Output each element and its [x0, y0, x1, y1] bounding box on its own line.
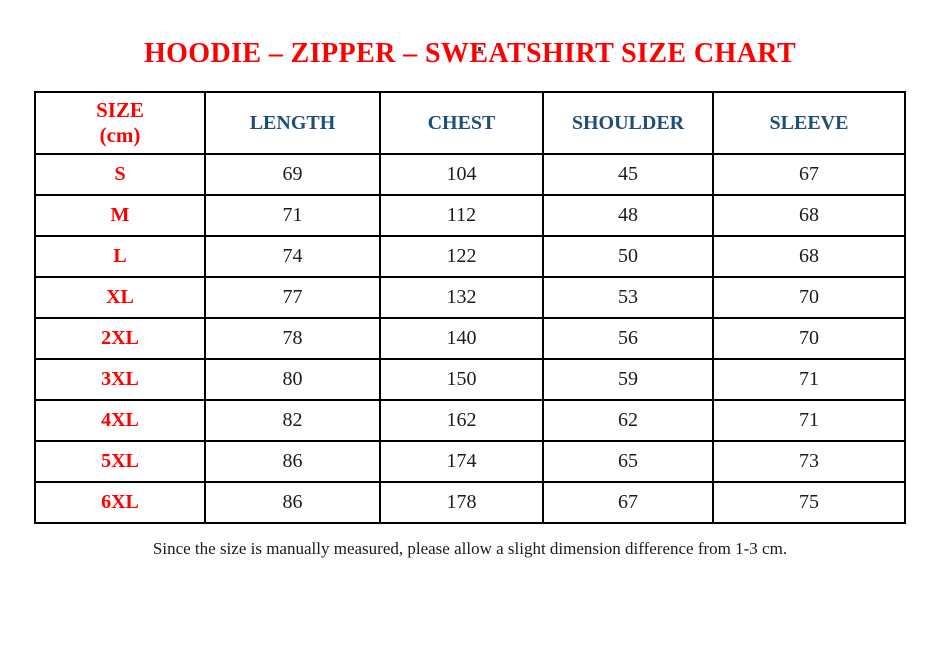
length-cell: 69 [204, 153, 381, 196]
table-row: 2XL 78 140 56 70 [34, 317, 906, 360]
shoulder-cell: 45 [542, 153, 714, 196]
top-dot-mark [478, 47, 481, 51]
shoulder-cell: 53 [542, 276, 714, 319]
shoulder-cell: 48 [542, 194, 714, 237]
table-row: 5XL 86 174 65 73 [34, 440, 906, 483]
length-cell: 82 [204, 399, 381, 442]
table-row: 3XL 80 150 59 71 [34, 358, 906, 401]
shoulder-cell: 67 [542, 481, 714, 524]
size-header-line1: SIZE [96, 98, 144, 123]
shoulder-cell: 59 [542, 358, 714, 401]
sleeve-cell: 70 [712, 276, 906, 319]
length-cell: 78 [204, 317, 381, 360]
chest-cell: 162 [379, 399, 544, 442]
header-cell-length: LENGTH [204, 91, 381, 155]
sleeve-cell: 70 [712, 317, 906, 360]
length-cell: 86 [204, 440, 381, 483]
length-cell: 77 [204, 276, 381, 319]
size-cell: 3XL [34, 358, 206, 401]
sleeve-cell: 71 [712, 358, 906, 401]
chest-cell: 150 [379, 358, 544, 401]
shoulder-cell: 56 [542, 317, 714, 360]
table-row: XL 77 132 53 70 [34, 276, 906, 319]
size-cell: 2XL [34, 317, 206, 360]
length-cell: 86 [204, 481, 381, 524]
chest-cell: 178 [379, 481, 544, 524]
length-cell: 80 [204, 358, 381, 401]
shoulder-cell: 50 [542, 235, 714, 278]
chest-cell: 112 [379, 194, 544, 237]
header-cell-shoulder: SHOULDER [542, 91, 714, 155]
header-cell-chest: CHEST [379, 91, 544, 155]
chest-cell: 122 [379, 235, 544, 278]
chest-cell: 104 [379, 153, 544, 196]
table-header-row: SIZE (cm) LENGTH CHEST SHOULDER SLEEVE [34, 91, 906, 155]
length-cell: 71 [204, 194, 381, 237]
header-cell-sleeve: SLEEVE [712, 91, 906, 155]
table-row: L 74 122 50 68 [34, 235, 906, 278]
sleeve-cell: 68 [712, 194, 906, 237]
size-cell: 4XL [34, 399, 206, 442]
chest-cell: 140 [379, 317, 544, 360]
size-cell: M [34, 194, 206, 237]
size-header-line2: (cm) [99, 123, 141, 147]
size-cell: S [34, 153, 206, 196]
sleeve-cell: 68 [712, 235, 906, 278]
size-cell: 5XL [34, 440, 206, 483]
size-cell: L [34, 235, 206, 278]
shoulder-cell: 65 [542, 440, 714, 483]
header-cell-size: SIZE (cm) [34, 91, 206, 155]
table-row: S 69 104 45 67 [34, 153, 906, 196]
sleeve-cell: 67 [712, 153, 906, 196]
size-cell: XL [34, 276, 206, 319]
sleeve-cell: 75 [712, 481, 906, 524]
chest-cell: 132 [379, 276, 544, 319]
table-row: 6XL 86 178 67 75 [34, 481, 906, 524]
table-row: 4XL 82 162 62 71 [34, 399, 906, 442]
measurement-footnote: Since the size is manually measured, ple… [152, 539, 788, 558]
length-cell: 74 [204, 235, 381, 278]
size-cell: 6XL [34, 481, 206, 524]
sleeve-cell: 73 [712, 440, 906, 483]
table-row: M 71 112 48 68 [34, 194, 906, 237]
size-chart-table: SIZE (cm) LENGTH CHEST SHOULDER SLEEVE S… [34, 91, 906, 524]
shoulder-cell: 62 [542, 399, 714, 442]
page-title: HOODIE – ZIPPER – SWEATSHIRT SIZE CHART [143, 38, 797, 69]
sleeve-cell: 71 [712, 399, 906, 442]
chest-cell: 174 [379, 440, 544, 483]
